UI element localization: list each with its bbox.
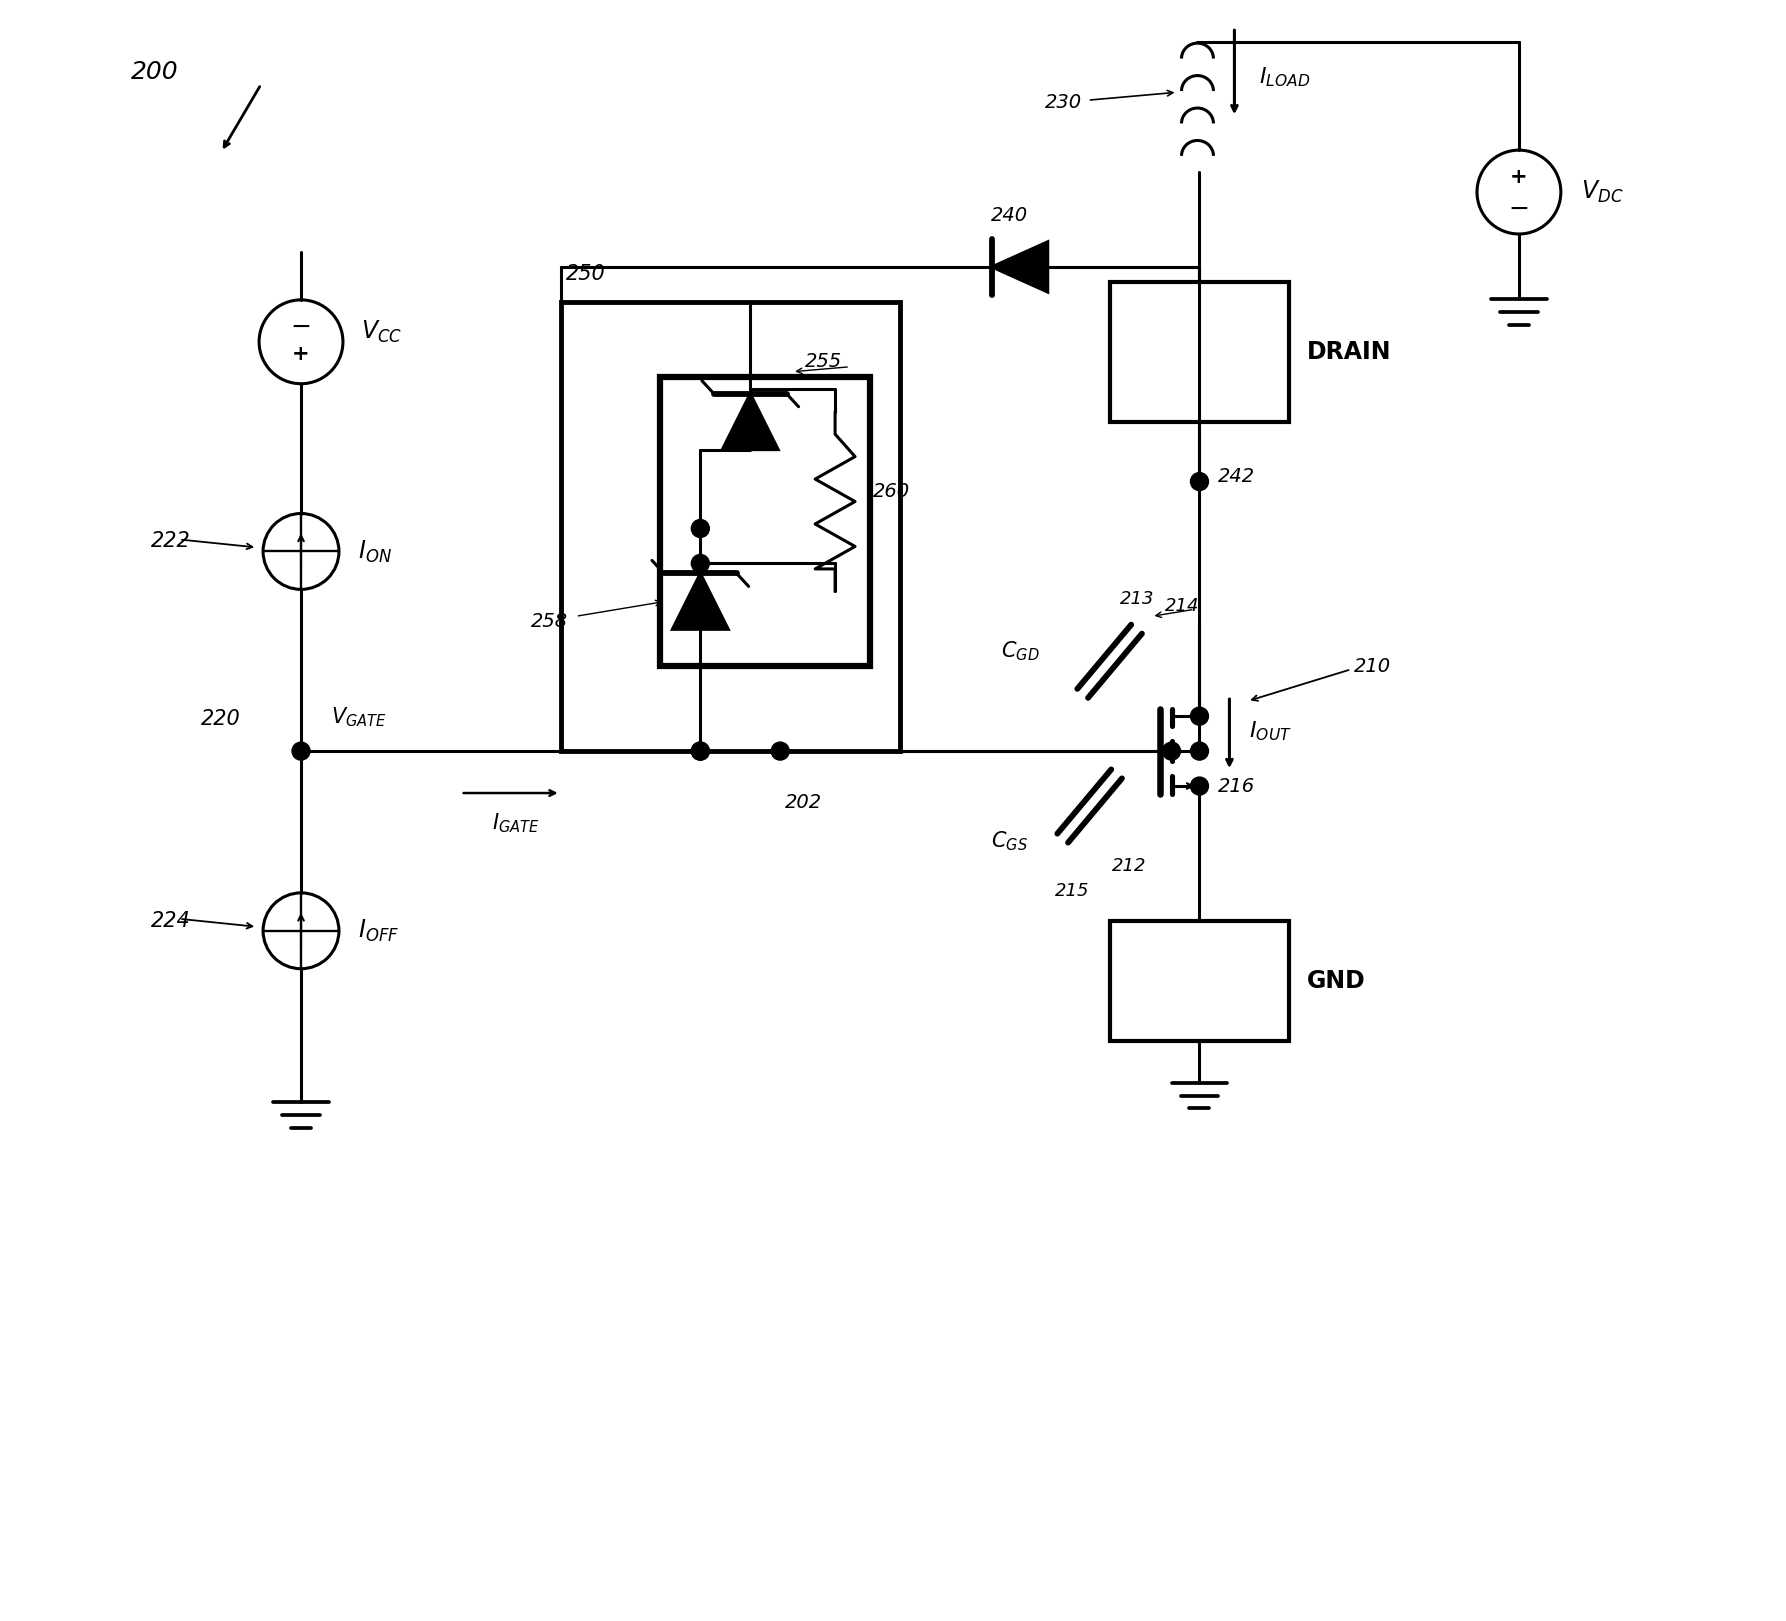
Circle shape — [1191, 742, 1209, 760]
Circle shape — [691, 519, 709, 538]
Text: I$_{GATE}$: I$_{GATE}$ — [491, 810, 539, 835]
Polygon shape — [722, 394, 779, 449]
Text: 224: 224 — [152, 911, 191, 930]
Polygon shape — [672, 574, 729, 629]
Text: 230: 230 — [1045, 92, 1082, 112]
Circle shape — [691, 554, 709, 572]
Text: 212: 212 — [1111, 858, 1147, 875]
Text: 202: 202 — [786, 793, 822, 812]
Text: V$_{GATE}$: V$_{GATE}$ — [330, 705, 388, 729]
Circle shape — [772, 742, 789, 760]
Circle shape — [1191, 707, 1209, 725]
Circle shape — [1191, 776, 1209, 794]
Text: 250: 250 — [566, 264, 605, 284]
Text: GND: GND — [1307, 969, 1366, 992]
Text: 220: 220 — [202, 708, 241, 729]
Text: 200: 200 — [132, 60, 179, 84]
Bar — [561, 302, 900, 751]
Text: 215: 215 — [1056, 882, 1089, 900]
Circle shape — [1191, 473, 1209, 491]
Text: +: + — [293, 344, 309, 363]
Text: 255: 255 — [805, 352, 843, 371]
Circle shape — [293, 742, 311, 760]
Circle shape — [1163, 742, 1181, 760]
Text: 260: 260 — [873, 481, 911, 501]
Text: 214: 214 — [1164, 598, 1198, 616]
Text: V$_{DC}$: V$_{DC}$ — [1581, 178, 1623, 206]
Text: 240: 240 — [991, 206, 1029, 225]
Text: I$_{OFF}$: I$_{OFF}$ — [357, 917, 400, 943]
Circle shape — [691, 742, 709, 760]
Bar — [1109, 282, 1289, 421]
Text: DRAIN: DRAIN — [1307, 340, 1391, 363]
Text: +: + — [1511, 167, 1527, 186]
Text: I$_{ON}$: I$_{ON}$ — [357, 538, 393, 564]
Text: 222: 222 — [152, 532, 191, 551]
Text: −: − — [1509, 198, 1529, 220]
Text: I$_{LOAD}$: I$_{LOAD}$ — [1259, 65, 1311, 89]
Text: 258: 258 — [530, 611, 568, 631]
Circle shape — [691, 742, 709, 760]
Bar — [661, 376, 870, 666]
Text: C$_{GD}$: C$_{GD}$ — [1002, 639, 1039, 663]
Text: 242: 242 — [1218, 467, 1254, 486]
Text: V$_{CC}$: V$_{CC}$ — [361, 319, 402, 345]
Text: −: − — [291, 314, 311, 339]
Text: 213: 213 — [1120, 590, 1154, 608]
Text: 210: 210 — [1354, 657, 1391, 676]
Polygon shape — [991, 242, 1048, 292]
Text: I$_{OUT}$: I$_{OUT}$ — [1250, 720, 1293, 742]
Text: 216: 216 — [1218, 776, 1254, 796]
Text: C$_{GS}$: C$_{GS}$ — [991, 830, 1027, 853]
Bar — [1109, 921, 1289, 1041]
